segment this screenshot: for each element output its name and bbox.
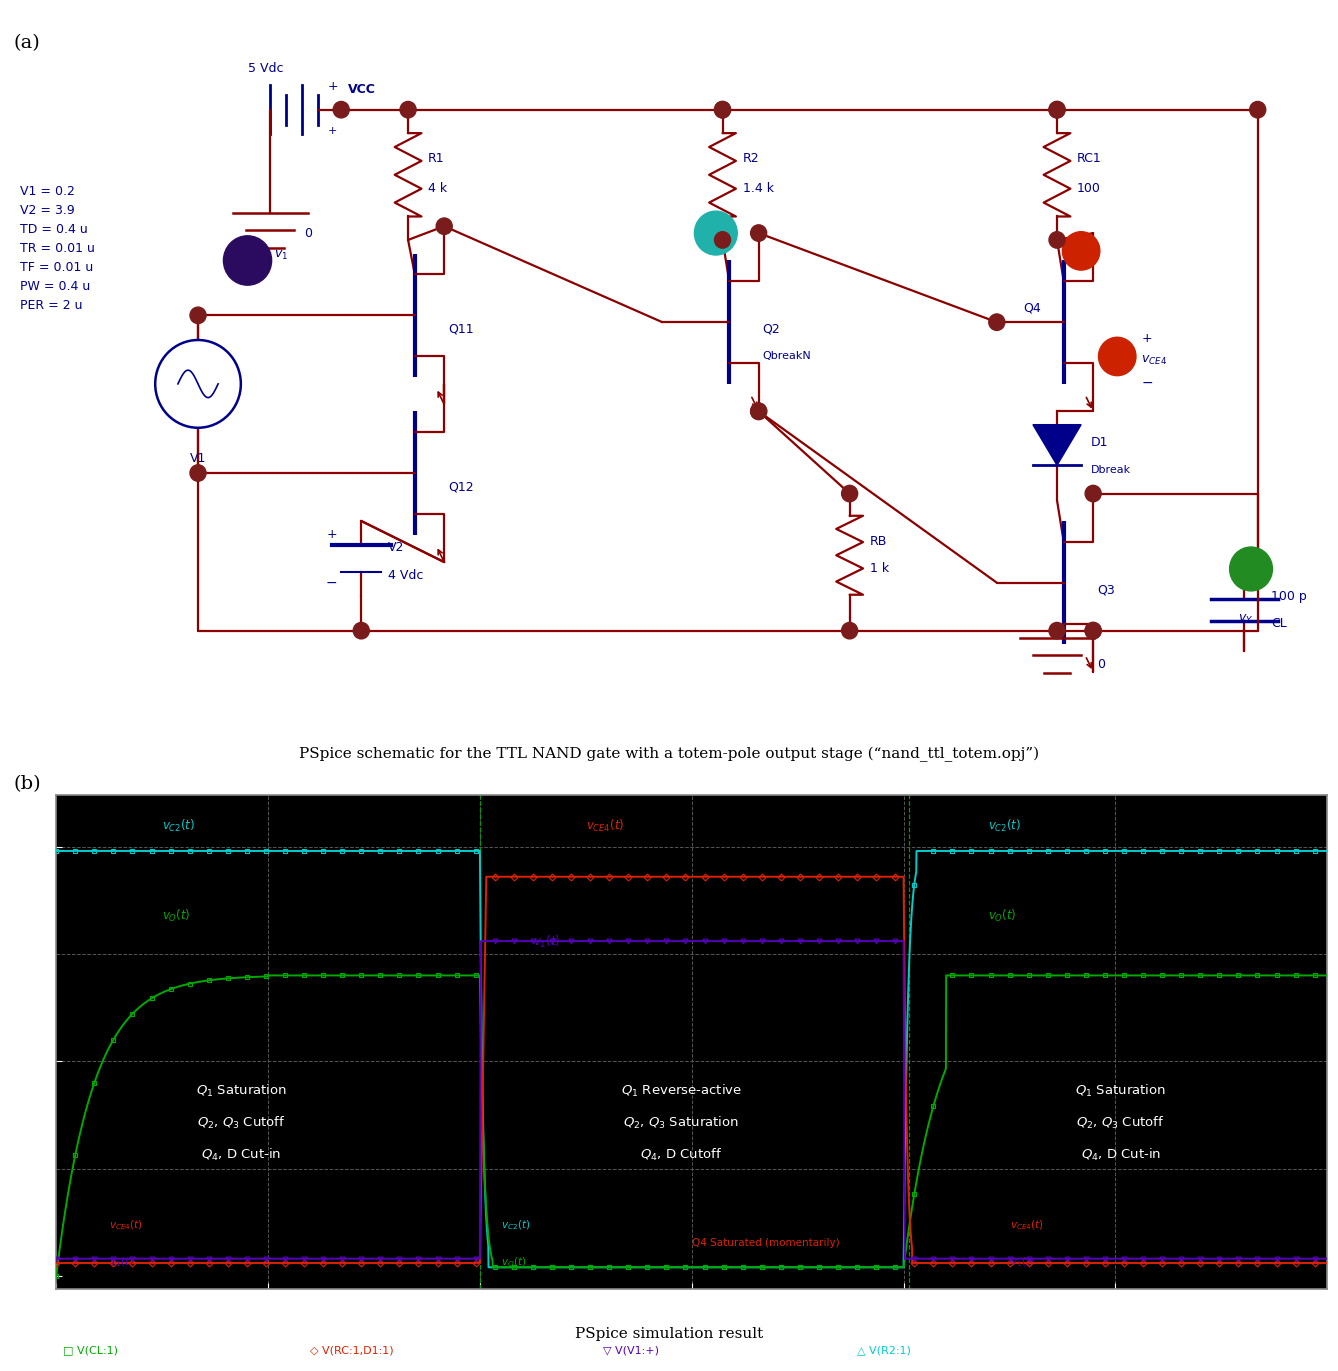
Circle shape xyxy=(714,101,731,118)
Text: 0V: 0V xyxy=(35,1271,50,1281)
Text: Dbreak: Dbreak xyxy=(1090,465,1131,474)
Text: Q4 Saturated (momentarily): Q4 Saturated (momentarily) xyxy=(692,1238,839,1248)
Text: −: − xyxy=(325,576,337,590)
Text: $v_{C2}(t)$: $v_{C2}(t)$ xyxy=(989,817,1021,834)
Circle shape xyxy=(842,485,858,502)
Text: 4 Vdc: 4 Vdc xyxy=(388,569,423,581)
Text: (a): (a) xyxy=(13,34,40,52)
Text: Q2: Q2 xyxy=(763,322,780,336)
Text: $v_1(t)$: $v_1(t)$ xyxy=(110,1256,134,1270)
Text: $Q_4$, D Cut-in: $Q_4$, D Cut-in xyxy=(202,1146,282,1163)
Text: 0: 0 xyxy=(304,226,312,240)
Text: $Q_2$, $Q_3$ Cutoff: $Q_2$, $Q_3$ Cutoff xyxy=(197,1115,286,1131)
Circle shape xyxy=(751,403,767,420)
Text: Q11: Q11 xyxy=(448,322,474,336)
Text: 1 k: 1 k xyxy=(870,562,888,576)
Circle shape xyxy=(1085,622,1101,639)
Circle shape xyxy=(1049,101,1065,118)
Text: 4 k: 4 k xyxy=(428,182,447,195)
Circle shape xyxy=(1250,101,1266,118)
Text: 2.5V: 2.5V xyxy=(24,1056,50,1067)
Text: RB: RB xyxy=(870,535,887,548)
Text: PSpice simulation result: PSpice simulation result xyxy=(575,1327,763,1341)
Text: $v_O(t)$: $v_O(t)$ xyxy=(502,1256,526,1270)
Circle shape xyxy=(1049,101,1065,118)
Circle shape xyxy=(353,622,369,639)
Text: 5 Vdc: 5 Vdc xyxy=(248,63,284,75)
Text: VCC: VCC xyxy=(348,84,376,96)
Text: QbreakN: QbreakN xyxy=(763,351,811,362)
Text: R1: R1 xyxy=(428,152,444,165)
Circle shape xyxy=(155,340,241,428)
Circle shape xyxy=(714,232,731,248)
Circle shape xyxy=(436,218,452,234)
Text: V1 = 0.2
V2 = 3.9
TD = 0.4 u
TR = 0.01 u
TF = 0.01 u
PW = 0.4 u
PER = 2 u: V1 = 0.2 V2 = 3.9 TD = 0.4 u TR = 0.01 u… xyxy=(20,185,95,313)
Text: $v_1(t)$: $v_1(t)$ xyxy=(1010,1256,1034,1270)
Text: $Q_4$, D Cut-in: $Q_4$, D Cut-in xyxy=(1081,1146,1161,1163)
Text: $v_{C2}(t)$: $v_{C2}(t)$ xyxy=(162,817,195,834)
Text: CL: CL xyxy=(1271,617,1287,631)
Text: +: + xyxy=(328,81,339,93)
Text: $v_1(t)$: $v_1(t)$ xyxy=(533,934,561,950)
Text: V1: V1 xyxy=(190,452,206,465)
Text: $Q_1$ Saturation: $Q_1$ Saturation xyxy=(1076,1083,1167,1100)
Text: $v_{CE4}$: $v_{CE4}$ xyxy=(1141,354,1167,367)
Text: +: + xyxy=(1141,332,1152,345)
Text: V2: V2 xyxy=(388,542,404,554)
Text: $Q_4$, D Cutoff: $Q_4$, D Cutoff xyxy=(640,1146,723,1163)
Text: Time: Time xyxy=(1282,1312,1311,1324)
Circle shape xyxy=(1230,547,1272,591)
Text: $v_{CE4}(t)$: $v_{CE4}(t)$ xyxy=(1010,1219,1044,1233)
Circle shape xyxy=(842,622,858,639)
Text: RC1: RC1 xyxy=(1077,152,1101,165)
Polygon shape xyxy=(1033,425,1081,465)
Text: $v_{CE4}(t)$: $v_{CE4}(t)$ xyxy=(586,817,624,834)
Text: R2: R2 xyxy=(743,152,759,165)
Text: $Q_2$, $Q_3$ Cutoff: $Q_2$, $Q_3$ Cutoff xyxy=(1076,1115,1165,1131)
Text: +: + xyxy=(326,528,337,542)
Text: $Q_1$ Saturation: $Q_1$ Saturation xyxy=(197,1083,288,1100)
Text: −: − xyxy=(1141,376,1153,389)
Text: 100 p: 100 p xyxy=(1271,590,1307,603)
Text: $v_{C2}(t)$: $v_{C2}(t)$ xyxy=(502,1219,530,1233)
Circle shape xyxy=(190,307,206,324)
Circle shape xyxy=(694,211,737,255)
Text: △ V(R2:1): △ V(R2:1) xyxy=(858,1345,911,1356)
Text: Q4: Q4 xyxy=(1024,302,1041,315)
Text: ▽ V(V1:+): ▽ V(V1:+) xyxy=(603,1345,658,1356)
Text: Q12: Q12 xyxy=(448,480,474,494)
Circle shape xyxy=(751,225,767,241)
Text: $v_Y$: $v_Y$ xyxy=(1238,613,1252,627)
Text: $v_1$: $v_1$ xyxy=(274,248,289,262)
Text: 5.0V: 5.0V xyxy=(24,842,50,851)
Circle shape xyxy=(989,314,1005,330)
Circle shape xyxy=(1085,485,1101,502)
Circle shape xyxy=(714,101,731,118)
Circle shape xyxy=(1062,232,1100,270)
Text: Q3: Q3 xyxy=(1097,583,1115,596)
Text: 0: 0 xyxy=(1097,658,1105,672)
Circle shape xyxy=(1049,622,1065,639)
Circle shape xyxy=(190,465,206,481)
Circle shape xyxy=(223,236,272,285)
Text: PSpice schematic for the TTL NAND gate with a totem-pole output stage (“nand_ttl: PSpice schematic for the TTL NAND gate w… xyxy=(298,747,1040,762)
Text: 1.4 k: 1.4 k xyxy=(743,182,773,195)
Text: (b): (b) xyxy=(13,775,41,792)
Circle shape xyxy=(333,101,349,118)
Circle shape xyxy=(1098,337,1136,376)
Text: D1: D1 xyxy=(1090,436,1108,448)
Text: □ V(CL:1): □ V(CL:1) xyxy=(63,1345,118,1356)
Circle shape xyxy=(751,403,767,420)
Circle shape xyxy=(400,101,416,118)
Text: $Q_2$, $Q_3$ Saturation: $Q_2$, $Q_3$ Saturation xyxy=(624,1115,739,1131)
Circle shape xyxy=(1085,622,1101,639)
Text: $v_{CE4}(t)$: $v_{CE4}(t)$ xyxy=(110,1219,143,1233)
Text: $v_O(t)$: $v_O(t)$ xyxy=(989,908,1017,924)
Text: $Q_1$ Reverse-active: $Q_1$ Reverse-active xyxy=(621,1083,741,1100)
Circle shape xyxy=(1049,232,1065,248)
Text: $v_O(t)$: $v_O(t)$ xyxy=(162,908,191,924)
Text: ◇ V(RC:1,D1:1): ◇ V(RC:1,D1:1) xyxy=(310,1345,395,1356)
Text: 100: 100 xyxy=(1077,182,1101,195)
Text: +: + xyxy=(328,126,337,136)
